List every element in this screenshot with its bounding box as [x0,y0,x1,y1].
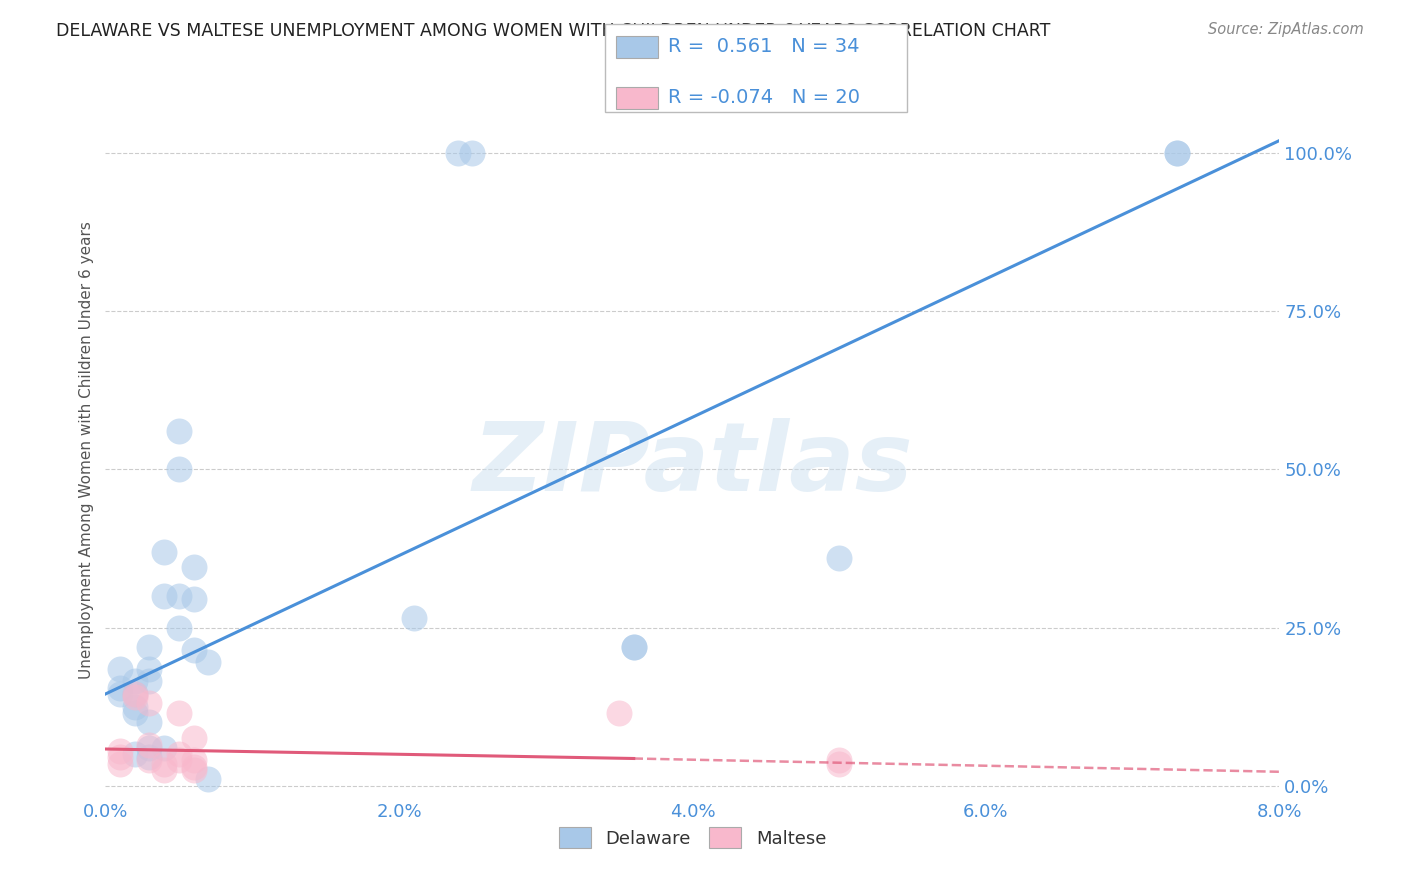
Y-axis label: Unemployment Among Women with Children Under 6 years: Unemployment Among Women with Children U… [79,221,94,680]
Delaware [167,589,190,603]
Maltese [153,763,176,777]
Text: DELAWARE VS MALTESE UNEMPLOYMENT AMONG WOMEN WITH CHILDREN UNDER 6 YEARS CORRELA: DELAWARE VS MALTESE UNEMPLOYMENT AMONG W… [56,22,1050,40]
Maltese [183,763,205,777]
Delaware [153,589,176,603]
Maltese [124,690,146,705]
Maltese [108,744,131,758]
Delaware [461,146,484,161]
Text: ZIPatlas: ZIPatlas [472,417,912,511]
Delaware [138,662,160,676]
Maltese [138,697,160,711]
Delaware [167,425,190,439]
Delaware [124,706,146,720]
Maltese [108,750,131,764]
Delaware [402,611,425,625]
Legend: Delaware, Maltese: Delaware, Maltese [551,820,834,855]
Maltese [183,760,205,774]
Delaware [138,740,160,755]
Delaware [124,674,146,689]
Delaware [197,656,219,670]
Delaware [1166,146,1188,161]
Delaware [124,687,146,701]
Delaware [138,750,160,764]
Delaware [183,592,205,607]
Maltese [828,753,851,767]
Maltese [167,747,190,761]
Maltese [607,706,630,720]
Delaware [183,642,205,657]
Delaware [167,462,190,476]
Delaware [153,740,176,755]
Delaware [108,681,131,695]
Maltese [153,756,176,771]
Maltese [828,756,851,771]
Text: R = -0.074   N = 20: R = -0.074 N = 20 [668,87,860,107]
Maltese [138,738,160,752]
Maltese [183,753,205,767]
Delaware [153,544,176,558]
Maltese [167,706,190,720]
Maltese [108,756,131,771]
Delaware [138,640,160,654]
Delaware [108,687,131,701]
Delaware [623,640,645,654]
Delaware [124,747,146,761]
Maltese [124,687,146,701]
Text: R =  0.561   N = 34: R = 0.561 N = 34 [668,37,859,56]
Maltese [138,753,160,767]
Delaware [1166,146,1188,161]
Delaware [197,772,219,787]
Delaware [828,551,851,566]
Delaware [108,662,131,676]
Delaware [447,146,470,161]
Maltese [183,731,205,746]
Delaware [138,715,160,730]
Maltese [167,753,190,767]
Delaware [167,621,190,635]
Delaware [623,640,645,654]
Delaware [124,699,146,714]
Text: Source: ZipAtlas.com: Source: ZipAtlas.com [1208,22,1364,37]
Delaware [138,674,160,689]
Delaware [183,560,205,574]
